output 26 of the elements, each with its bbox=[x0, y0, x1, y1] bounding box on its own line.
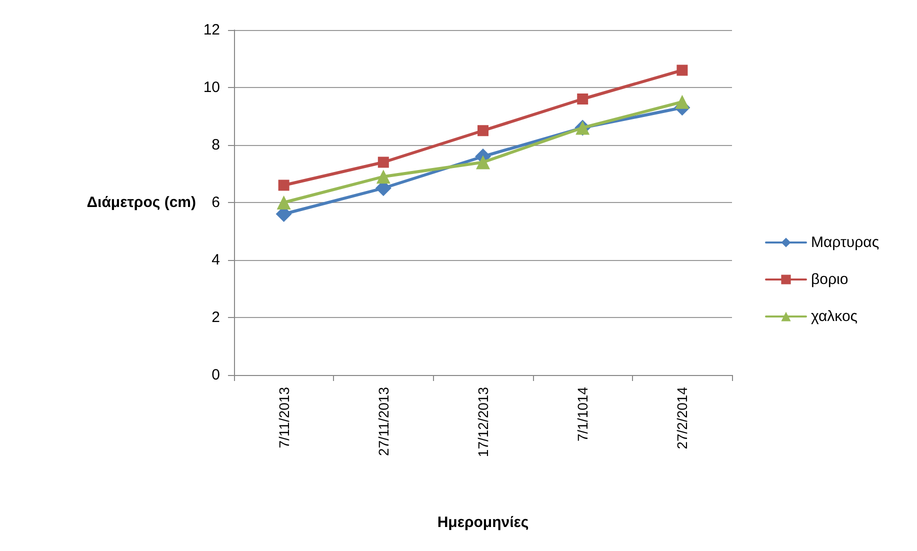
y-tick-label: 0 bbox=[212, 366, 220, 384]
point bbox=[577, 94, 588, 104]
legend-label: βοριο bbox=[811, 271, 848, 288]
y-tick-label: 2 bbox=[212, 309, 220, 326]
y-tick-label: 10 bbox=[203, 79, 220, 96]
point bbox=[676, 64, 688, 76]
x-tick-label: 7/11/2013 bbox=[276, 386, 292, 448]
y-axis-title: Διάμετρος (cm) bbox=[86, 194, 196, 211]
legend-label: Μαρτυρας bbox=[811, 234, 880, 251]
point bbox=[378, 156, 389, 168]
y-tick-label: 12 bbox=[203, 22, 220, 38]
x-tick-label: 27/11/2013 bbox=[375, 386, 392, 456]
x-tick-label: 27/2/2014 bbox=[674, 386, 690, 450]
x-axis-title: Ημερομηνίες bbox=[437, 514, 529, 531]
point bbox=[376, 170, 390, 184]
legend-label: χαλκος bbox=[811, 308, 858, 325]
y-tick-label: 6 bbox=[212, 194, 220, 211]
y-tick-label: 8 bbox=[212, 136, 220, 154]
point bbox=[675, 94, 690, 109]
x-tick-label: 7/1/1014 bbox=[574, 386, 591, 442]
point bbox=[276, 196, 291, 210]
point bbox=[478, 125, 488, 136]
x-tick-label: 17/12/2013 bbox=[475, 386, 491, 458]
point bbox=[476, 155, 490, 170]
point bbox=[278, 180, 290, 191]
y-tick-label: 4 bbox=[212, 252, 220, 268]
